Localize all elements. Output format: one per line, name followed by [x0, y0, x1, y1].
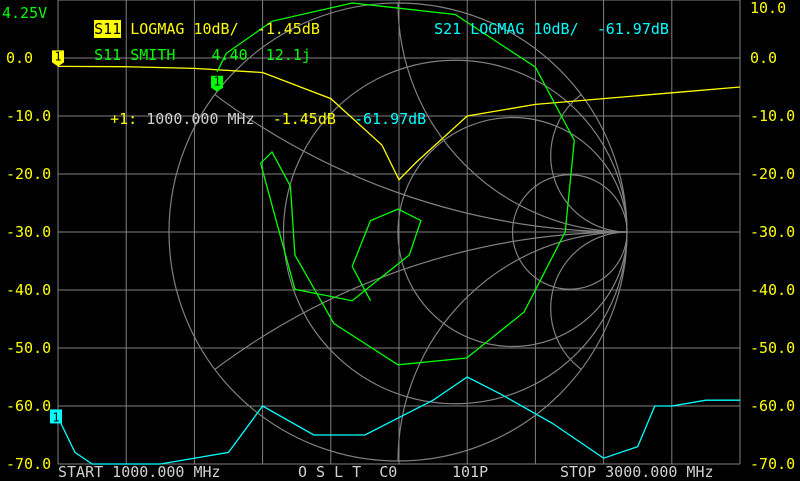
trace3-value2: 12.1j [265, 46, 311, 64]
right-tick-label: 10.0 [750, 0, 787, 17]
marker-freq: 1000.000 MHz [146, 110, 255, 128]
trace1-channel[interactable]: S11 [94, 20, 122, 38]
smith-reactance-arc [550, 231, 627, 386]
smith-reactance-arc [550, 78, 627, 233]
trace1-format: LOGMAG 10dB/ [130, 20, 239, 38]
left-tick-label: -70.0 [6, 455, 52, 473]
trace3-value1: 4.40 [211, 46, 248, 64]
left-tick-label: -30.0 [6, 223, 52, 241]
left-tick-label: -40.0 [6, 281, 52, 299]
point-count[interactable]: 101P [452, 463, 489, 481]
trace-s11 [57, 65, 741, 181]
right-tick-label: 0.0 [750, 49, 778, 67]
marker-s11 [52, 50, 64, 67]
calibration-status[interactable]: O S L T C0 [298, 463, 398, 481]
trace2-header[interactable]: S21 LOGMAG 10dB/ -61.97dB [398, 5, 669, 53]
marker-label: +1: [110, 110, 138, 128]
marker-val2: -61.97dB [353, 110, 427, 128]
right-tick-label: -20.0 [750, 165, 796, 183]
right-tick-label: -40.0 [750, 281, 796, 299]
marker-s21 [50, 409, 62, 424]
battery-voltage: 4.25V [2, 4, 48, 22]
marker-s11-label: 1 [54, 49, 61, 63]
trace2-format: LOGMAG 10dB/ [470, 20, 579, 38]
right-tick-label: -70.0 [750, 455, 796, 473]
stop-frequency[interactable]: STOP 3000.000 MHz [560, 463, 714, 481]
trace-s11-smith [216, 2, 575, 366]
marker-val1: -1.45dB [272, 110, 336, 128]
trace1-header[interactable]: S11 LOGMAG 10dB/ -1.45dB [58, 5, 320, 53]
marker-smith [211, 75, 224, 92]
left-tick-label: -60.0 [6, 397, 52, 415]
left-tick-label: -10.0 [6, 107, 52, 125]
left-tick-label: 0.0 [6, 49, 34, 67]
trace2-channel[interactable]: S21 [434, 20, 462, 38]
start-frequency[interactable]: START 1000.000 MHz [58, 463, 221, 481]
marker-readout: +1: 1000.000 MHz -1.45dB -61.97dB [74, 95, 426, 143]
right-tick-label: -50.0 [750, 339, 796, 357]
left-tick-label: -50.0 [6, 339, 52, 357]
trace1-value: -1.45dB [256, 20, 320, 38]
smith-reactance-arc [169, 231, 627, 461]
trace-s21 [57, 376, 740, 465]
left-tick-label: -20.0 [6, 165, 52, 183]
right-tick-label: -60.0 [750, 397, 796, 415]
trace3-header[interactable]: S11 SMITH 4.40 12.1j [58, 31, 311, 79]
marker-s21-label: 1 [52, 410, 59, 424]
right-tick-label: -30.0 [750, 223, 796, 241]
marker-smith-label: 1 [213, 75, 220, 89]
trace2-value: -61.97dB [596, 20, 669, 38]
right-tick-label: -10.0 [750, 107, 796, 125]
trace3-label[interactable]: S11 SMITH [94, 46, 176, 64]
